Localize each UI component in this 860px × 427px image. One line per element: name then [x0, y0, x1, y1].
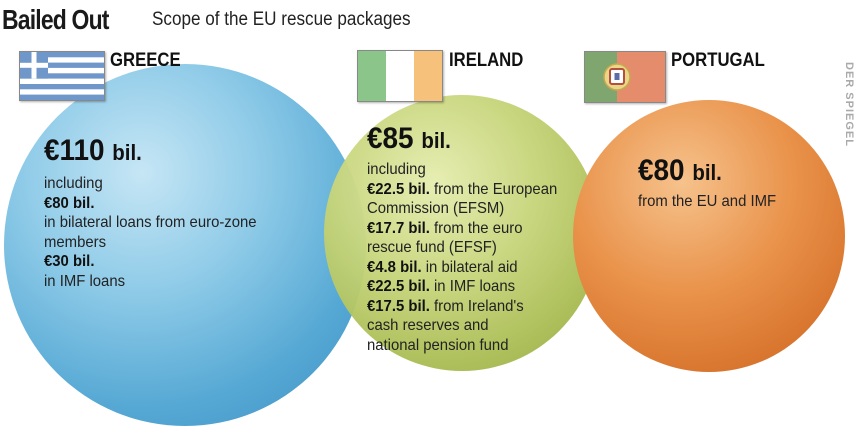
- page-subtitle: Scope of the EU rescue packages: [152, 9, 411, 30]
- greece-item-text: in IMF loans: [44, 272, 126, 290]
- ireland-label: IRELAND: [449, 50, 524, 71]
- page-title: Bailed Out: [2, 4, 109, 35]
- greece-item-amount: €30 bil.: [44, 253, 95, 270]
- ireland-details: €85 bil. including €22.5 bil. from the E…: [367, 122, 572, 355]
- ireland-flag-icon: [357, 50, 443, 102]
- ireland-item-cont: Commission (EFSM): [367, 200, 505, 217]
- ireland-total: €85 bil.: [367, 122, 451, 155]
- portugal-circle: [573, 100, 845, 372]
- greece-item-text: in bilateral loans from euro-zone: [44, 214, 257, 231]
- greece-label: GREECE: [110, 50, 181, 71]
- ireland-item: €22.5 bil. in IMF loans: [367, 278, 516, 295]
- ireland-item-cont: rescue fund (EFSF): [367, 239, 497, 256]
- ireland-item: €17.7 bil. from the euro: [367, 219, 523, 237]
- header: Bailed Out: [2, 4, 132, 38]
- greece-total: €110 bil.: [44, 134, 142, 167]
- greece-item-text: members: [44, 233, 107, 251]
- ireland-item-cont: cash reserves and: [367, 317, 489, 334]
- greece-item-amount: €80 bil.: [44, 194, 95, 212]
- ireland-item: €4.8 bil. in bilateral aid: [367, 258, 518, 276]
- ireland-item: €17.5 bil. from Ireland's: [367, 297, 524, 315]
- portugal-label: PORTUGAL: [671, 50, 765, 71]
- ireland-item-cont: national pension fund: [367, 336, 509, 354]
- portugal-flag-icon: [584, 51, 666, 103]
- credit-label: DER SPIEGEL: [843, 62, 855, 147]
- ireland-item: €22.5 bil. from the European: [367, 180, 558, 198]
- greece-including: including: [44, 175, 103, 192]
- greece-circle: [4, 64, 366, 426]
- greece-flag-icon: [19, 51, 105, 101]
- portugal-details: €80 bil. from the EU and IMF: [638, 154, 787, 212]
- portugal-total: €80 bil.: [638, 154, 722, 187]
- ireland-including: including: [367, 161, 426, 178]
- ireland-circle: [324, 95, 600, 371]
- greece-details: €110 bil. including €80 bil. in bilatera…: [44, 134, 273, 291]
- portugal-detail: from the EU and IMF: [638, 193, 777, 210]
